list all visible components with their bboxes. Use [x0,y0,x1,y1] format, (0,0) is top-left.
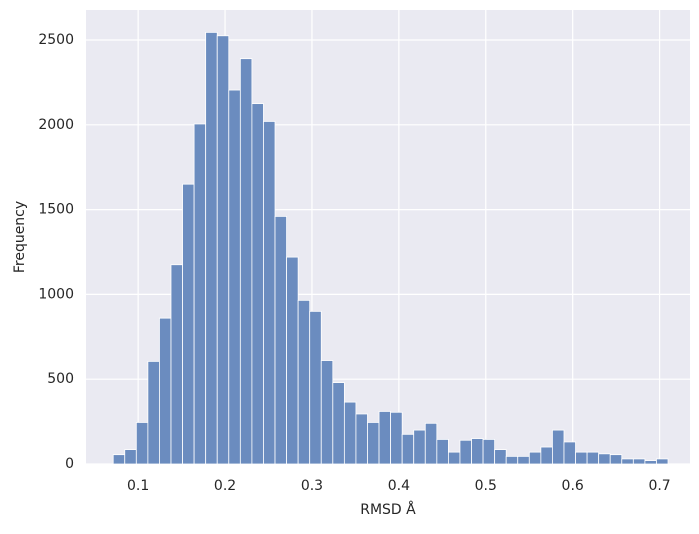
bar [367,422,380,465]
bar [332,382,345,465]
bar [609,454,623,465]
bar [251,103,264,465]
bar [147,360,160,465]
x-tick-label: 0.7 [648,478,670,494]
bar [575,451,588,465]
y-tick-label: 1500 [38,202,74,218]
bar [401,433,415,465]
bar [286,256,299,465]
bar [621,458,634,465]
x-tick-label: 0.1 [127,478,149,494]
bar [216,35,230,465]
bar [135,422,149,465]
bar [170,264,183,465]
x-tick-label: 0.3 [301,478,323,494]
bar [124,449,137,465]
bar [494,449,507,465]
bar [436,439,449,465]
x-tick-label: 0.6 [562,478,584,494]
bar [205,31,218,465]
bar [228,89,241,465]
bar [274,215,287,465]
bar [239,58,253,465]
y-tick-label: 2000 [38,117,74,133]
bar [563,441,576,465]
bar [320,360,334,465]
x-tick-label: 0.4 [388,478,410,494]
bar [517,455,530,465]
x-tick-label: 0.5 [475,478,497,494]
bar [656,458,669,465]
bar [309,310,322,465]
bar [586,451,600,465]
bar [644,460,657,465]
bar [471,438,484,465]
bar [424,422,438,465]
bar [112,454,126,465]
bar [343,401,357,465]
bar [598,453,611,465]
bar [263,121,276,465]
y-tick-label: 2500 [38,32,74,48]
y-tick-label: 1000 [38,286,74,302]
bar [390,411,403,465]
bar [193,123,207,465]
bar [355,413,368,465]
bar [459,439,472,465]
bar [378,411,392,465]
x-axis-label: RMSD Å [360,501,416,518]
bar [552,429,565,465]
bar [540,446,553,465]
bar [482,439,496,465]
bar [413,429,426,465]
y-axis-label: Frequency [12,201,28,273]
bar [447,451,461,465]
bar [528,451,542,465]
bar [159,317,172,465]
y-tick-label: 0 [65,456,74,472]
y-tick-label: 500 [47,371,74,387]
bar [297,299,311,465]
x-tick-label: 0.2 [214,478,236,494]
bar [505,455,519,465]
bar [632,458,646,465]
bar [182,183,195,465]
